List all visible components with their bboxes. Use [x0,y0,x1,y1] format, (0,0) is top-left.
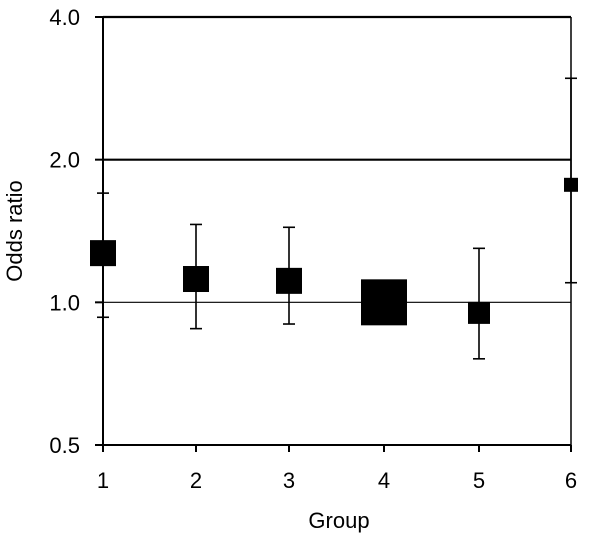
x-tick-label: 2 [190,468,202,493]
y-axis-title: Odds ratio [2,180,27,282]
y-tick-label: 0.5 [49,433,80,458]
point-marker-group-6 [564,177,578,192]
point-marker-group-4 [361,279,407,326]
x-tick-label: 1 [97,468,109,493]
x-axis-ticks: 1 2 3 4 5 6 [97,445,577,493]
y-axis-ticks: 0.5 1.0 2.0 4.0 [49,5,103,458]
x-tick-label: 5 [473,468,485,493]
x-tick-label: 4 [378,468,390,493]
data-marks [90,77,578,360]
x-tick-label: 3 [283,468,295,493]
point-marker-group-5 [468,301,490,324]
x-tick-label: 6 [565,468,577,493]
point-marker-group-1 [90,240,116,267]
y-tick-label: 4.0 [49,5,80,30]
point-marker-group-3 [276,267,302,294]
reference-lines [103,15,571,303]
y-tick-label: 2.0 [49,148,80,173]
axes [102,17,572,446]
x-axis-title: Group [308,508,369,533]
y-tick-label: 1.0 [49,290,80,315]
point-marker-group-2 [183,266,209,293]
